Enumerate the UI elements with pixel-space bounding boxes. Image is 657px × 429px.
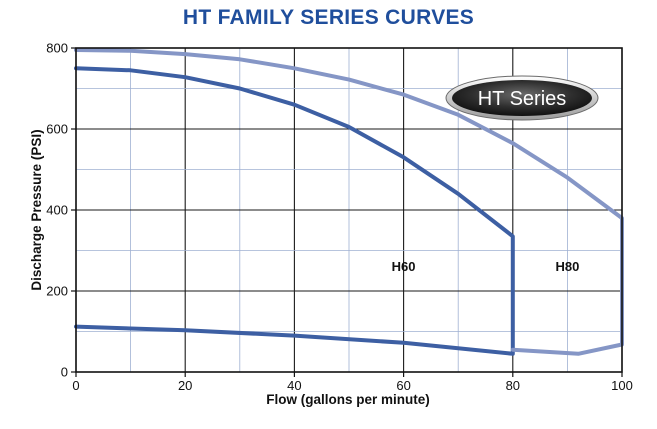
- x-tick-label: 100: [611, 378, 633, 393]
- badge-body: [452, 80, 592, 116]
- x-axis-label: Flow (gallons per minute): [266, 392, 430, 407]
- x-tick-label: 20: [178, 378, 192, 393]
- y-tick-label: 0: [61, 365, 68, 380]
- y-tick-label: 800: [46, 41, 68, 56]
- y-tick-label: 400: [46, 203, 68, 218]
- badge-label: HT Series: [478, 88, 567, 110]
- x-tick-label: 40: [287, 378, 301, 393]
- y-tick-label: 600: [46, 122, 68, 137]
- y-axis-label: Discharge Pressure (PSI): [29, 129, 44, 290]
- x-tick-label: 60: [396, 378, 410, 393]
- y-tick-label: 200: [46, 284, 68, 299]
- series-label-h80: H80: [555, 259, 579, 274]
- series-line-h60: [74, 66, 515, 356]
- chart-title: HT FAMILY SERIES CURVES: [182, 6, 475, 29]
- x-tick-label: 80: [506, 378, 520, 393]
- series-label-h60: H60: [392, 259, 416, 274]
- x-tick-label: 0: [72, 378, 79, 393]
